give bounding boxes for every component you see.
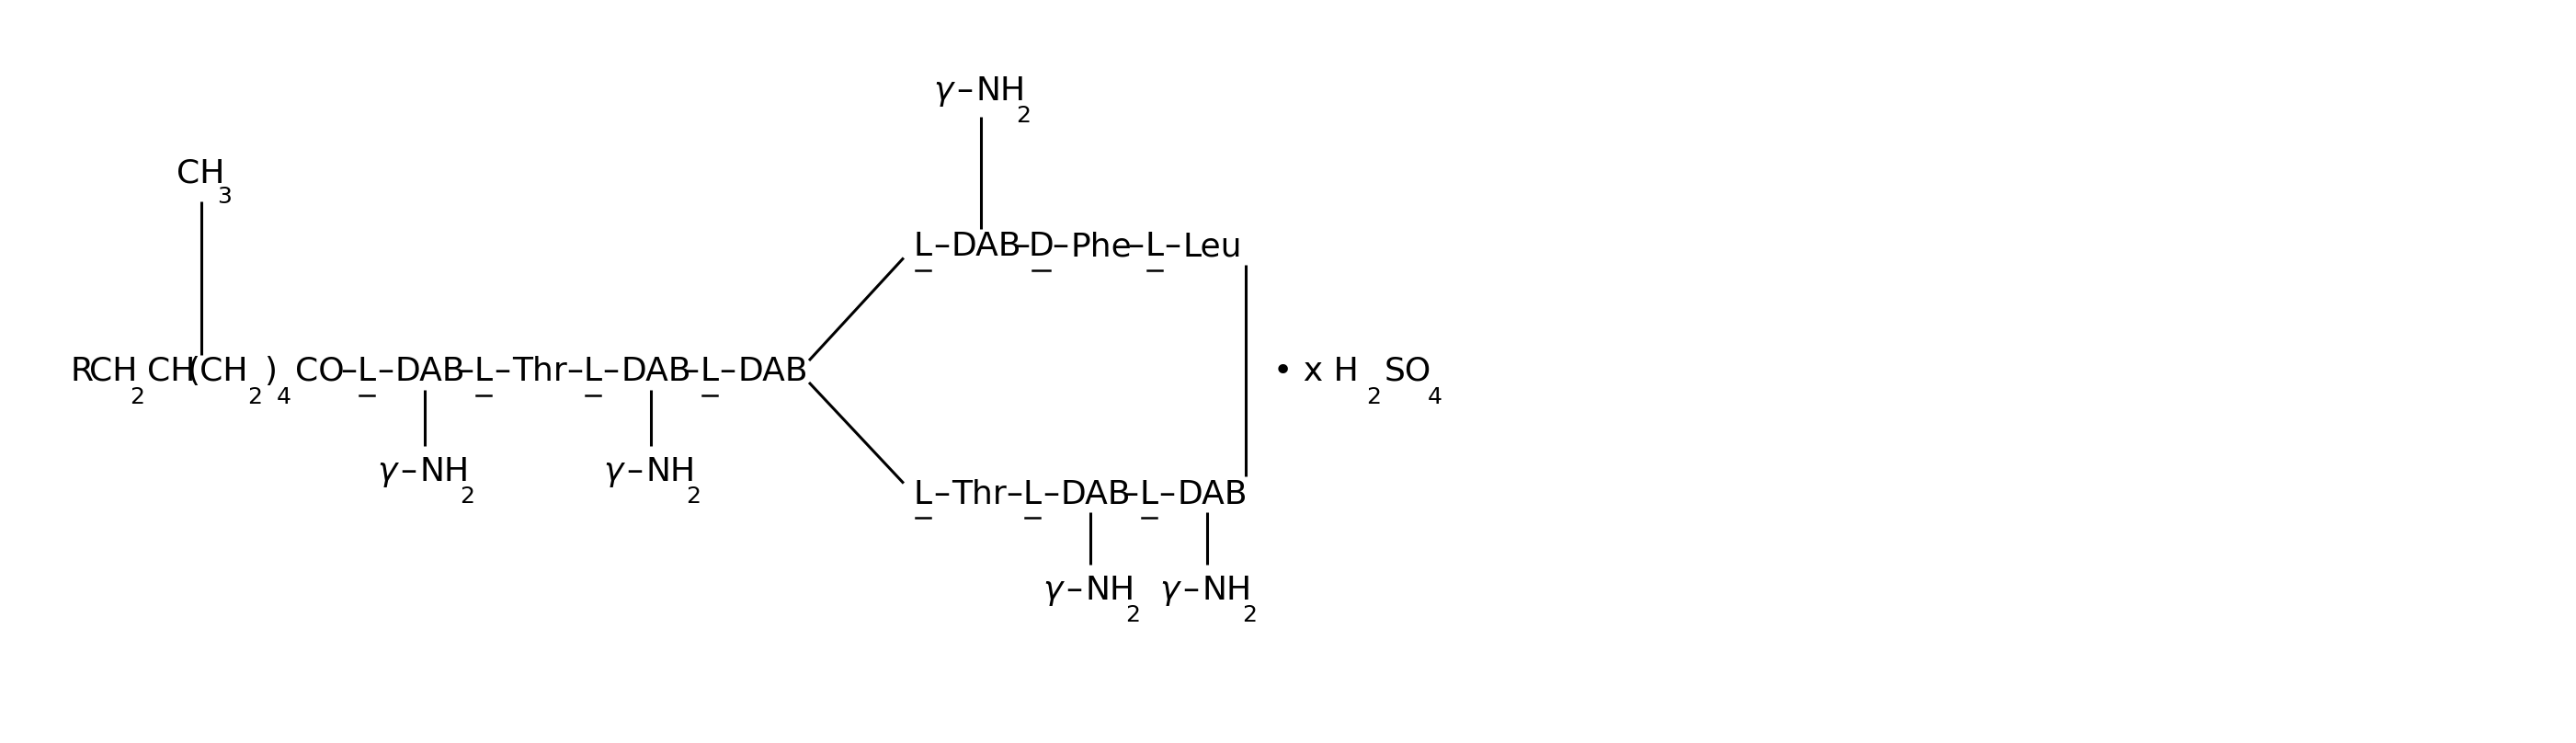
- Text: L: L: [474, 356, 492, 387]
- Text: • x H: • x H: [1273, 356, 1358, 387]
- Text: γ: γ: [933, 76, 953, 107]
- Text: 2: 2: [1365, 386, 1381, 408]
- Text: –: –: [567, 356, 582, 387]
- Text: SO: SO: [1383, 356, 1432, 387]
- Text: 2: 2: [129, 386, 144, 408]
- Text: L: L: [358, 356, 376, 387]
- Text: ): ): [263, 356, 276, 387]
- Text: –: –: [956, 76, 974, 107]
- Text: DAB: DAB: [621, 356, 690, 387]
- Text: Leu: Leu: [1182, 231, 1242, 262]
- Text: –: –: [683, 356, 698, 387]
- Text: DAB: DAB: [394, 356, 466, 387]
- Text: –: –: [456, 356, 474, 387]
- Text: L: L: [1146, 231, 1164, 262]
- Text: Thr: Thr: [513, 356, 567, 387]
- Text: 3: 3: [216, 186, 232, 207]
- Text: –: –: [1043, 478, 1059, 510]
- Text: L: L: [585, 356, 603, 387]
- Text: L: L: [701, 356, 719, 387]
- Text: DAB: DAB: [1177, 478, 1247, 510]
- Text: –: –: [340, 356, 355, 387]
- Text: DAB: DAB: [951, 231, 1023, 262]
- Text: L: L: [914, 478, 933, 510]
- Text: –: –: [1005, 478, 1023, 510]
- Text: CO: CO: [296, 356, 345, 387]
- Text: NH: NH: [1200, 575, 1252, 606]
- Text: CH: CH: [178, 158, 224, 189]
- Text: L: L: [1023, 478, 1041, 510]
- Text: –: –: [933, 478, 951, 510]
- Text: 2: 2: [247, 386, 263, 408]
- Text: –: –: [399, 455, 417, 487]
- Text: CH: CH: [147, 356, 196, 387]
- Text: γ: γ: [603, 455, 623, 487]
- Text: –: –: [1054, 231, 1069, 262]
- Text: R: R: [70, 356, 93, 387]
- Text: –: –: [495, 356, 510, 387]
- Text: –: –: [1164, 231, 1180, 262]
- Text: –: –: [1012, 231, 1030, 262]
- Text: (CH: (CH: [188, 356, 250, 387]
- Text: –: –: [376, 356, 394, 387]
- Text: Phe: Phe: [1072, 231, 1133, 262]
- Text: D: D: [1028, 231, 1054, 262]
- Text: NH: NH: [1084, 575, 1136, 606]
- Text: –: –: [603, 356, 618, 387]
- Text: NH: NH: [420, 455, 469, 487]
- Text: 2: 2: [461, 485, 474, 507]
- Text: L: L: [914, 231, 933, 262]
- Text: 4: 4: [1427, 386, 1443, 408]
- Text: DAB: DAB: [1061, 478, 1131, 510]
- Text: –: –: [1123, 478, 1139, 510]
- Text: –: –: [626, 455, 644, 487]
- Text: –: –: [933, 231, 951, 262]
- Text: Thr: Thr: [951, 478, 1007, 510]
- Text: γ: γ: [1159, 575, 1180, 606]
- Text: 2: 2: [1126, 604, 1141, 626]
- Text: L: L: [1139, 478, 1159, 510]
- Text: –: –: [1128, 231, 1144, 262]
- Text: DAB: DAB: [737, 356, 809, 387]
- Text: NH: NH: [647, 455, 696, 487]
- Text: CH: CH: [90, 356, 137, 387]
- Text: –: –: [1182, 575, 1198, 606]
- Text: 2: 2: [685, 485, 701, 507]
- Text: γ: γ: [1043, 575, 1061, 606]
- Text: –: –: [1066, 575, 1082, 606]
- Text: 2: 2: [1242, 604, 1257, 626]
- Text: 4: 4: [276, 386, 291, 408]
- Text: NH: NH: [976, 76, 1025, 107]
- Text: γ: γ: [376, 455, 397, 487]
- Text: –: –: [719, 356, 737, 387]
- Text: 2: 2: [1015, 105, 1030, 127]
- Text: –: –: [1159, 478, 1175, 510]
